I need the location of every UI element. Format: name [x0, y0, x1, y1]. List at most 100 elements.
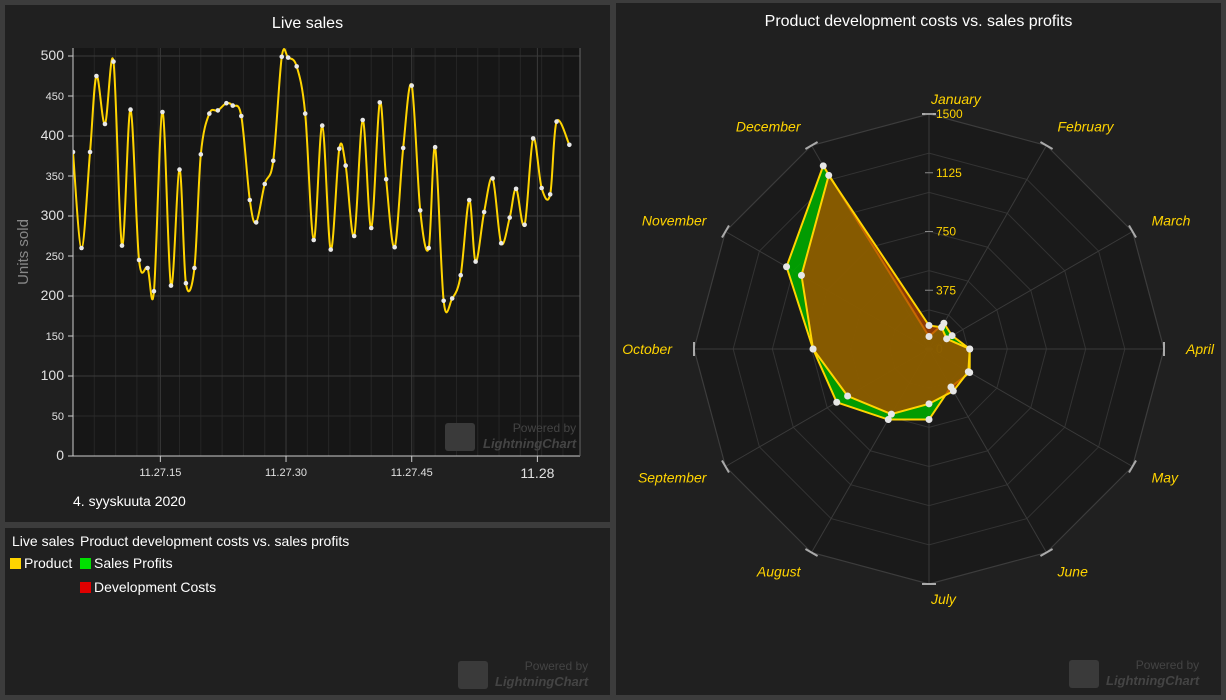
radar-category-label: March [1152, 213, 1191, 229]
data-point [160, 109, 165, 115]
radar-chart[interactable]: 037575011251500JanuaryFebruaryMarchApril… [616, 3, 1221, 695]
data-point [490, 176, 495, 181]
data-point [360, 117, 366, 123]
watermark-bottom: LightningChart [495, 674, 589, 689]
data-point [270, 158, 276, 164]
radar-spoke-tick [721, 459, 730, 474]
watermark: Powered by LightningChart [1106, 658, 1199, 690]
data-point [392, 244, 397, 250]
y-tick-label: 200 [41, 287, 65, 303]
y-tick-label: 350 [46, 171, 64, 183]
radar-value-label: 750 [936, 225, 956, 239]
radar-spoke [928, 231, 1133, 350]
radar-category-label: December [736, 118, 802, 134]
data-point [294, 64, 299, 69]
radar-spoke-tick [1039, 141, 1054, 150]
radar-spoke-tick [1128, 224, 1137, 239]
data-point [311, 237, 317, 243]
data-point [177, 167, 182, 172]
y-tick-label: 50 [52, 411, 64, 423]
watermark-top: Powered by [512, 421, 577, 435]
data-point [481, 209, 487, 215]
legend-swatch-development-costs [80, 582, 91, 593]
data-point [253, 220, 259, 225]
radar-value-label: 1500 [936, 107, 963, 121]
watermark-top: Powered by [524, 659, 589, 673]
x-tick-label: 11.27.45 [391, 467, 433, 479]
radar-category-label: October [622, 341, 673, 357]
lightningchart-logo-icon [445, 423, 475, 451]
y-tick-label: 0 [56, 447, 64, 463]
data-point [247, 197, 253, 203]
radar-data-point [966, 345, 974, 353]
watermark-bottom: LightningChart [483, 436, 577, 451]
x-tick-label: 11.27.15 [139, 467, 181, 479]
data-point [513, 186, 519, 192]
radar-category-label: November [642, 213, 708, 229]
radar-value-label: 1125 [936, 166, 962, 180]
data-point [547, 192, 553, 197]
radar-data-point [964, 368, 972, 376]
series-product [73, 48, 572, 314]
y-tick-label: 100 [41, 367, 65, 383]
data-point [285, 55, 291, 60]
live-sales-title: Live sales [271, 15, 344, 32]
radar-data-point [887, 410, 895, 418]
data-point [473, 259, 478, 264]
data-point [441, 298, 446, 304]
data-point [128, 107, 133, 112]
data-point [111, 59, 116, 64]
radar-data-point [844, 392, 852, 400]
y-tick-label: 250 [46, 251, 64, 263]
data-point [432, 144, 438, 150]
data-point [262, 181, 268, 187]
radar-category-label: June [1057, 564, 1089, 580]
data-point [530, 136, 536, 141]
legend-item-product[interactable]: Product [10, 555, 72, 571]
legend-group-radar-title: Product development costs vs. sales prof… [80, 533, 350, 549]
data-point [409, 83, 415, 88]
radar-data-point [797, 271, 805, 279]
radar-data-point [833, 398, 841, 406]
data-point [207, 111, 212, 116]
x-tick-label: 11.28 [520, 465, 554, 481]
radar-data-point [925, 416, 933, 423]
radar-data-point [783, 263, 791, 271]
radar-category-label: April [1185, 341, 1215, 357]
data-point [343, 163, 348, 168]
data-point [567, 142, 572, 148]
legend-label-product: Product [24, 555, 73, 571]
watermark-top: Powered by [1135, 658, 1200, 672]
data-point [136, 257, 142, 263]
legend-swatch-product [10, 558, 21, 569]
data-point [230, 103, 236, 108]
legend-item-development-costs[interactable]: Development Costs [80, 579, 216, 595]
radar-category-label: August [756, 564, 802, 580]
data-point [400, 145, 406, 151]
radar-data-point [925, 400, 933, 408]
data-point [351, 233, 357, 239]
radar-data-point [819, 162, 827, 170]
data-point [73, 149, 76, 155]
radar-spoke-tick [1039, 548, 1054, 557]
radar-data-point [809, 345, 817, 353]
lightningchart-logo-icon [458, 661, 488, 689]
radar-category-label: May [1152, 470, 1179, 486]
data-point [215, 108, 221, 113]
data-point [192, 265, 197, 271]
data-point [449, 296, 455, 301]
radar-spoke-tick [721, 224, 730, 239]
data-point [198, 152, 204, 157]
data-point [554, 119, 559, 124]
legend-swatch-sales-profits [80, 558, 91, 569]
radar-data-point [949, 387, 957, 395]
radar-data-point [925, 332, 933, 340]
radar-data-point [943, 335, 951, 343]
data-point [79, 245, 84, 251]
data-point [94, 73, 99, 79]
legend-item-sales-profits[interactable]: Sales Profits [80, 555, 173, 571]
radar-category-label: February [1058, 118, 1115, 134]
radar-title: Product development costs vs. sales prof… [764, 13, 1073, 30]
watermark: Powered by LightningChart [483, 421, 576, 453]
